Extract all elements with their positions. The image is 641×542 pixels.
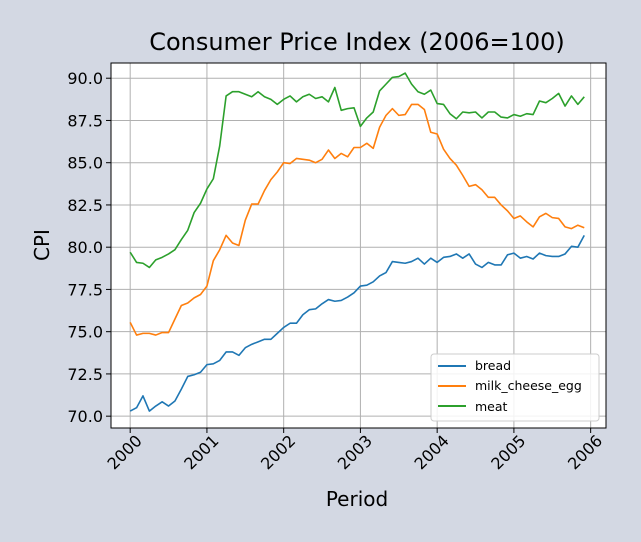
x-tick-label: 2003 bbox=[334, 431, 376, 473]
x-tick-label: 2001 bbox=[180, 431, 222, 473]
series-lines bbox=[129, 72, 585, 412]
legend: bread milk_cheese_egg meat bbox=[430, 353, 600, 422]
chart-title: Consumer Price Index (2006=100) bbox=[149, 28, 565, 56]
x-axis-label: Period bbox=[326, 487, 388, 511]
x-tick-label: 2002 bbox=[257, 431, 299, 473]
y-tick-label: 82.5 bbox=[67, 196, 103, 215]
y-tick-label: 75.0 bbox=[67, 323, 103, 342]
y-tick-label: 70.0 bbox=[67, 407, 103, 426]
y-tick-label: 80.0 bbox=[67, 238, 103, 257]
y-tick-label: 85.0 bbox=[67, 154, 103, 173]
series-line-meat bbox=[129, 72, 585, 269]
y-tick-label: 87.5 bbox=[67, 111, 103, 130]
x-tick-label: 2006 bbox=[564, 431, 606, 473]
x-tick-label: 2005 bbox=[487, 431, 529, 473]
y-tick-label: 90.0 bbox=[67, 69, 103, 88]
y-tick-label: 72.5 bbox=[67, 365, 103, 384]
legend-label-meat: meat bbox=[475, 399, 508, 414]
series-line-bread bbox=[129, 234, 585, 412]
series-line-milk-cheese-egg bbox=[129, 103, 585, 336]
x-tick-label: 2004 bbox=[410, 431, 452, 473]
plot-frame bbox=[110, 62, 607, 429]
x-tick-label: 2000 bbox=[104, 431, 146, 473]
y-axis-label: CPI bbox=[30, 229, 54, 261]
legend-box bbox=[430, 353, 600, 422]
y-tick-label: 77.5 bbox=[67, 280, 103, 299]
legend-label-bread: bread bbox=[475, 358, 511, 373]
legend-label-milk-cheese-egg: milk_cheese_egg bbox=[475, 378, 582, 393]
